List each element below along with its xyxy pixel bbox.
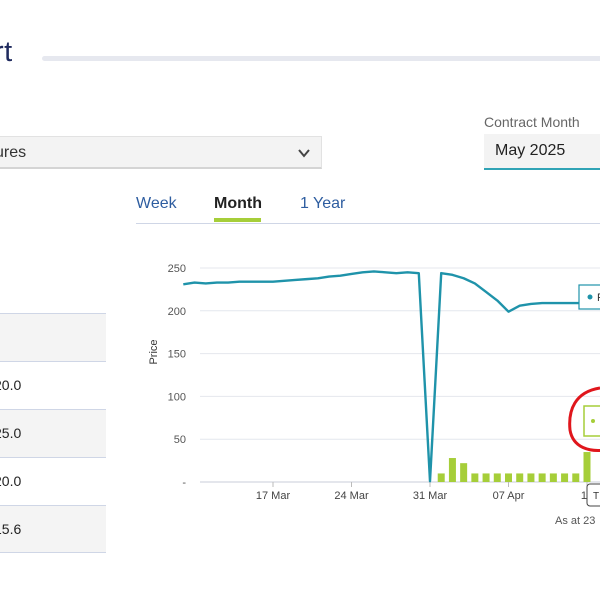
tab-month[interactable]: Month — [214, 195, 262, 212]
contract-month-value: May 2025 — [495, 142, 566, 159]
x-axis-ticks: 17 Mar 24 Mar 31 Mar 07 Apr 14 — [256, 482, 593, 502]
title-divider — [42, 56, 600, 61]
volume-bar — [583, 452, 591, 482]
volume-bar — [471, 473, 479, 482]
table-row: 20.0 — [0, 457, 106, 505]
period-tabs: Week Month 1 Year — [136, 195, 600, 224]
volume-bar — [460, 463, 468, 482]
volume-bar — [516, 473, 524, 482]
volume-bar — [437, 473, 445, 482]
volume-bar — [561, 473, 569, 482]
y-tick-label: 200 — [168, 306, 186, 318]
volume-bar — [527, 473, 535, 482]
contract-month-select[interactable]: May 2025 — [484, 134, 600, 170]
volume-bar — [448, 458, 456, 482]
x-tick-label: 14 — [581, 490, 593, 502]
x-tick-label: 24 Mar — [334, 490, 369, 502]
volume-legend-box — [583, 405, 600, 437]
table-row — [0, 313, 106, 361]
product-select[interactable]: ures — [0, 136, 322, 169]
x-tick-label: 07 Apr — [493, 490, 525, 502]
page-title: rt — [0, 36, 13, 68]
volume-bar — [505, 473, 512, 482]
volume-bars — [437, 452, 591, 482]
table-row: 20.0 — [0, 361, 106, 409]
y-axis-label: Price — [148, 339, 160, 364]
y-tick-label: 100 — [168, 391, 186, 403]
price-series-line — [183, 270, 587, 483]
y-tick-label: - — [182, 477, 186, 489]
price-table: 20.0 25.0 20.0 15.6 — [0, 313, 106, 553]
volume-bar — [538, 473, 546, 482]
table-row: 15.6 — [0, 505, 106, 553]
red-circle-annotation — [568, 386, 600, 452]
product-select-value: ures — [0, 144, 27, 161]
chart-gridlines — [200, 267, 600, 483]
y-axis-ticks: 250 200 150 100 50 - — [168, 263, 187, 489]
volume-bar — [572, 473, 580, 482]
tab-1-year[interactable]: 1 Year — [300, 195, 346, 212]
table-row: 25.0 — [0, 409, 106, 457]
chevron-down-icon — [298, 149, 310, 158]
volume-bar — [482, 473, 490, 482]
y-tick-label: 250 — [168, 263, 186, 275]
tooltip-badge: T — [586, 483, 600, 507]
x-tick-label: 17 Mar — [256, 490, 291, 502]
x-tick-label: 31 Mar — [413, 490, 448, 502]
active-tab-indicator — [214, 218, 261, 222]
contract-month-label: Contract Month — [484, 114, 580, 130]
legend-box: P — [578, 284, 600, 310]
as-at-note: As at 23 — [555, 515, 596, 527]
y-tick-label: 150 — [168, 349, 186, 361]
volume-bar — [549, 473, 557, 482]
tab-week[interactable]: Week — [136, 195, 177, 212]
tooltip-badge-text: T — [593, 491, 599, 502]
price-line — [183, 270, 587, 483]
y-tick-label: 50 — [174, 434, 186, 446]
volume-bar — [493, 473, 501, 482]
